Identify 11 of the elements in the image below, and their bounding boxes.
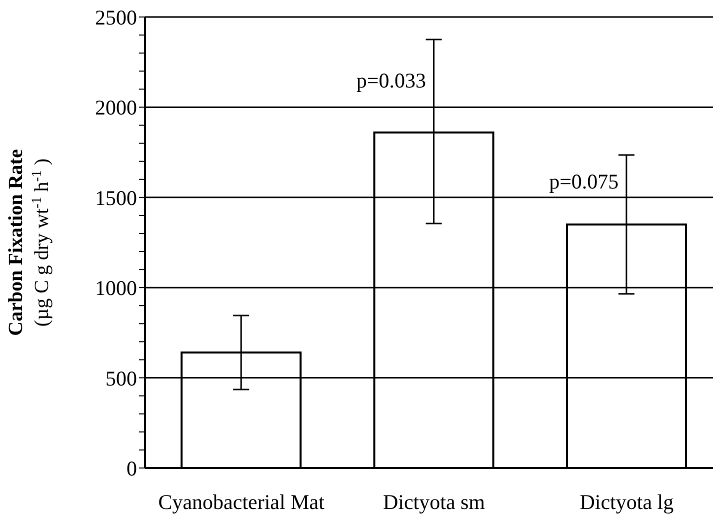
y-tick-label: 2000 (95, 96, 137, 120)
annotation: p=0.033 (356, 68, 426, 93)
x-tick-label: Cyanobacterial Mat (158, 490, 325, 514)
y-tick-label: 1500 (95, 186, 137, 210)
y-tick-label: 1000 (95, 276, 137, 300)
x-tick-label: Dictyota lg (580, 490, 674, 514)
y-tick-label: 2500 (95, 5, 137, 30)
x-tick-label: Dictyota sm (382, 490, 486, 514)
y-tick-label: 0 (126, 456, 137, 480)
annotation: p=0.075 (549, 170, 619, 194)
y-tick-label: 500 (106, 366, 137, 390)
